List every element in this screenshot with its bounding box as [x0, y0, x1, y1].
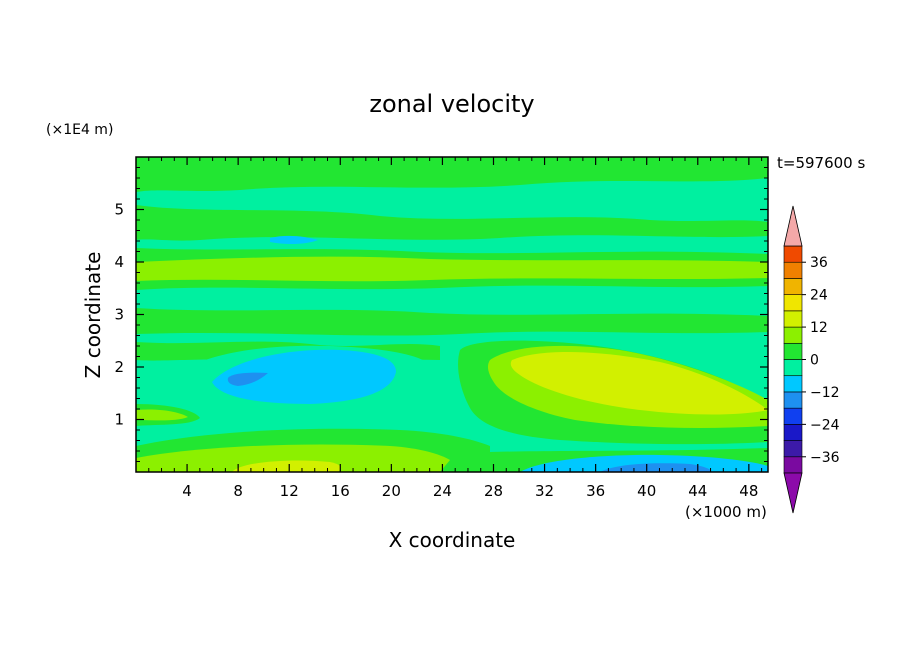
colorbar-swatch [783, 359, 803, 377]
x-tick-label: 24 [433, 482, 452, 500]
colorbar-swatch [783, 245, 803, 263]
field-band [270, 235, 318, 245]
x-tick-label: 16 [331, 482, 350, 500]
colorbar-under-arrow [783, 472, 803, 514]
colorbar-tick-label: 24 [810, 288, 828, 304]
colorbar-tick-label: 36 [810, 255, 828, 271]
x-tick-label: 4 [182, 482, 192, 500]
x-unit-label: (×1000 m) [685, 503, 767, 521]
field-band [136, 256, 768, 282]
field-band [232, 460, 341, 472]
y-tick-label: 1 [114, 411, 124, 429]
x-tick-label: 28 [484, 482, 503, 500]
colorbar-swatch [783, 440, 803, 458]
field-band [136, 205, 768, 241]
colorbar-swatch [783, 375, 803, 393]
x-tick-label: 32 [535, 482, 554, 500]
colorbar-swatch [783, 407, 803, 425]
x-tick-label: 48 [739, 482, 758, 500]
colorbar-swatch [783, 261, 803, 279]
field-band [136, 308, 768, 336]
colorbar-tick-label: 12 [810, 320, 828, 336]
colorbar-tick-label: 0 [810, 353, 819, 369]
colorbar-swatch [783, 294, 803, 312]
x-tick-label: 44 [688, 482, 707, 500]
x-tick-label: 40 [637, 482, 656, 500]
field-band [600, 463, 712, 472]
colorbar-swatch [783, 456, 803, 474]
field-band [227, 372, 268, 386]
field-band [136, 444, 450, 472]
colorbar-swatch [783, 310, 803, 328]
x-axis-title: X coordinate [389, 528, 516, 552]
colorbar-swatch [783, 326, 803, 344]
y-axis-title: Z coordinate [81, 252, 105, 379]
y-unit-label: (×1E4 m) [46, 122, 113, 138]
time-label: t=597600 s [777, 154, 865, 172]
field-band [520, 454, 768, 472]
y-axis: 1 2 3 4 5 [114, 167, 768, 462]
y-tick-label: 5 [114, 201, 124, 219]
colorbar-tick-label: −12 [810, 385, 840, 401]
colorbar: 36 24 12 0 −12 −24 −36 [783, 205, 840, 514]
chart-title: zonal velocity [369, 90, 534, 118]
y-tick-label: 4 [114, 253, 124, 271]
field-band [212, 349, 396, 404]
x-axis: 4 8 12 16 20 24 28 32 36 40 44 48 [148, 157, 763, 500]
x-tick-label: 8 [233, 482, 243, 500]
y-tick-label: 3 [114, 306, 124, 324]
colorbar-over-arrow [783, 205, 803, 247]
colorbar-swatch [783, 391, 803, 409]
y-tick-label: 2 [114, 358, 124, 376]
field-band [136, 157, 768, 192]
x-tick-label: 20 [382, 482, 401, 500]
colorbar-swatch [783, 342, 803, 360]
colorbar-swatch [783, 424, 803, 441]
field-band [510, 351, 768, 415]
colorbar-tick-label: −36 [810, 450, 840, 466]
velocity-field [136, 157, 768, 472]
colorbar-swatch [783, 278, 803, 295]
field-band [136, 409, 188, 421]
x-tick-label: 36 [586, 482, 605, 500]
colorbar-tick-label: −24 [810, 417, 840, 433]
x-tick-label: 12 [280, 482, 299, 500]
